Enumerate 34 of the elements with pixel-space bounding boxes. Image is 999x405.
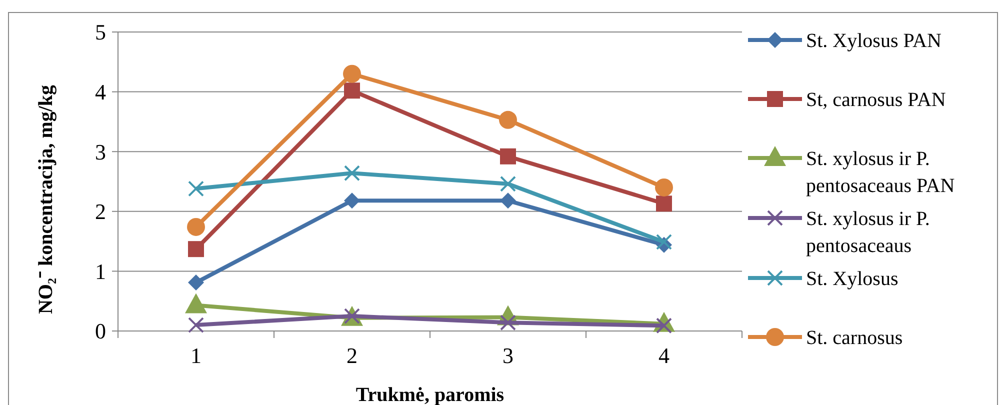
point	[499, 110, 517, 129]
x-tick-label: 1	[190, 343, 202, 368]
legend-label: St. xylosus ir P. pentosaceaus PAN	[806, 148, 955, 197]
point	[188, 180, 204, 197]
point	[655, 178, 673, 196]
y-tick-label: 3	[95, 139, 106, 164]
point	[188, 241, 204, 258]
point	[500, 192, 516, 209]
x-tick-label: 2	[346, 343, 358, 368]
x-tick-label: 4	[658, 343, 670, 368]
legend-label: St. carnosus	[806, 327, 903, 349]
point	[344, 192, 360, 209]
point	[656, 234, 672, 250]
point	[344, 82, 360, 99]
point	[344, 165, 360, 182]
y-tick-label: 2	[95, 199, 106, 224]
y-tick-label: 0	[95, 318, 106, 344]
y-tick-label: 5	[95, 20, 106, 45]
legend-label: St. Xylosus	[806, 268, 898, 290]
y-axis-title: NO₂⁻ koncentracija, mg/kg	[35, 84, 57, 314]
point	[188, 317, 204, 334]
y-tick-label: 4	[95, 80, 106, 104]
legend-label: St, carnosus PAN	[806, 89, 946, 111]
legend-label: St. xylosus ir P. pentosaceaus	[806, 208, 930, 257]
point	[656, 196, 672, 212]
x-axis-title: Trukmė, paromis	[356, 384, 504, 405]
point	[500, 148, 516, 164]
y-tick-label: 1	[95, 258, 106, 284]
point	[188, 274, 204, 291]
point	[343, 64, 361, 83]
x-tick-label: 3	[502, 343, 514, 368]
point	[187, 218, 205, 236]
point	[500, 176, 516, 192]
legend-label: St. Xylosus PAN	[806, 30, 942, 52]
